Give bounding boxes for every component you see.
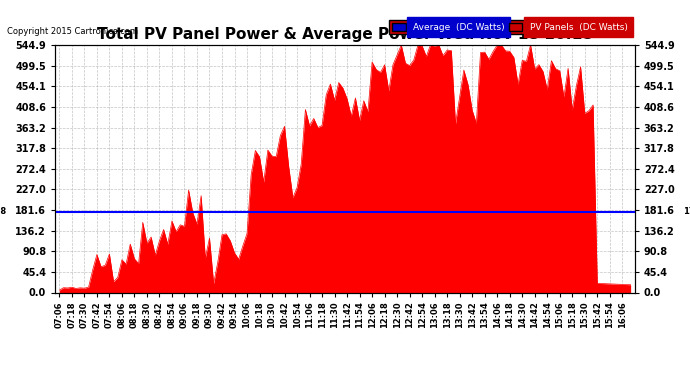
Legend: Average  (DC Watts), PV Panels  (DC Watts): Average (DC Watts), PV Panels (DC Watts) <box>389 20 630 34</box>
Title: Total PV Panel Power & Average Power Wed Nov 18 16:18: Total PV Panel Power & Average Power Wed… <box>97 27 593 42</box>
Text: Copyright 2015 Cartronics.com: Copyright 2015 Cartronics.com <box>7 27 138 36</box>
Text: 177.98: 177.98 <box>683 207 690 216</box>
Text: 177.98: 177.98 <box>0 207 7 216</box>
